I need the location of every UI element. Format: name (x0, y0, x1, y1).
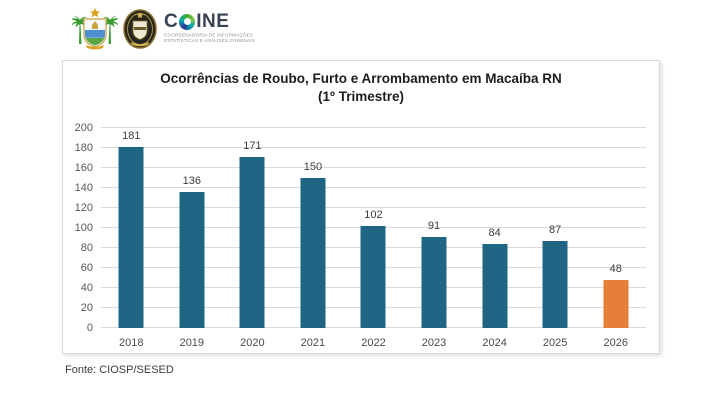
coine-subtitle: COORDENADORIA DE INFORMAÇÕES ESTATÍSTICA… (164, 33, 255, 45)
gridline (101, 127, 646, 128)
y-tick-label: 0 (86, 322, 93, 334)
chart-card: Ocorrências de Roubo, Furto e Arrombamen… (62, 60, 660, 354)
bar-2019 (179, 192, 205, 328)
x-tick-label: 2018 (119, 337, 144, 349)
chart-title-line2: (1º Trimestre) (318, 88, 404, 104)
y-tick-label: 60 (80, 262, 93, 274)
coine-letters-ine: INE (196, 11, 230, 32)
x-tick-label: 2025 (542, 337, 568, 349)
x-tick-label: 2023 (421, 337, 447, 349)
bar-2021 (300, 178, 326, 328)
coine-subtitle-line2: ESTATÍSTICAS E ANÁLISES CRIMINAIS (164, 38, 256, 45)
bar-slot: 181 2018 (101, 128, 162, 349)
coine-logo: C INE COORDENADORIA DE INFORMAÇÕES ESTAT… (164, 12, 263, 46)
y-tick-label: 100 (74, 222, 93, 234)
bar-value-label: 87 (549, 224, 562, 236)
coine-wordmark: C INE (164, 12, 263, 31)
bar-2022 (360, 226, 386, 328)
coine-letter-c: C (164, 11, 179, 32)
x-tick-label: 2026 (603, 337, 628, 349)
bar-2026 (603, 280, 629, 328)
bar-slot: 150 2021 (283, 128, 344, 349)
bar-slot: 102 2022 (343, 128, 404, 349)
bar-value-label: 48 (609, 263, 622, 275)
bar-value-label: 102 (364, 209, 383, 221)
bar-2023 (421, 237, 447, 328)
bar-slot: 87 2025 (525, 128, 586, 349)
y-tick-label: 160 (74, 162, 93, 174)
gridline (101, 187, 646, 188)
source-note: Fonte: CIOSP/SESED (65, 364, 174, 376)
y-tick-label: 80 (80, 242, 93, 254)
bar-2025 (542, 241, 568, 328)
gridline (101, 147, 646, 148)
bar-2018 (118, 147, 144, 328)
bar-slot: 84 2024 (464, 128, 525, 349)
coine-o-icon (179, 13, 196, 30)
header: C INE COORDENADORIA DE INFORMAÇÕES ESTAT… (72, 8, 263, 51)
bar-2024 (482, 244, 508, 328)
y-tick-label: 180 (74, 142, 93, 154)
bar-slot: 171 2020 (222, 128, 283, 349)
y-tick-label: 40 (80, 282, 93, 294)
coine-subtitle-line1: COORDENADORIA DE INFORMAÇÕES (164, 33, 254, 39)
x-tick-label: 2022 (361, 337, 386, 349)
bar-value-label: 91 (427, 220, 441, 232)
bar-value-label: 150 (303, 161, 323, 173)
x-tick-label: 2020 (240, 337, 265, 349)
y-tick-label: 120 (74, 202, 93, 214)
bar-slot: 48 2026 (585, 128, 646, 349)
bar-slot: 91 2023 (404, 128, 465, 349)
bar-value-label: 171 (243, 140, 262, 152)
bar-value-label: 181 (122, 130, 141, 142)
y-tick-label: 140 (74, 182, 93, 194)
bar-value-label: 84 (488, 227, 501, 239)
bar-2020 (239, 157, 265, 328)
gridline (101, 207, 646, 208)
y-tick-label: 20 (80, 302, 93, 314)
plot-area: 0 20 40 60 80 100 120 140 160 180 200 181 2018 136 201… (75, 122, 646, 349)
chart-title-line1: Ocorrências de Roubo, Furto e Arrombamen… (160, 71, 562, 86)
police-emblem-icon (123, 9, 157, 49)
x-tick-label: 2019 (179, 337, 205, 349)
x-tick-label: 2021 (300, 337, 326, 349)
bar-slot: 136 2019 (162, 128, 223, 349)
chart-title: Ocorrências de Roubo, Furto e Arrombamen… (63, 70, 659, 105)
y-tick-label: 200 (74, 122, 93, 134)
rn-coat-of-arms-icon (72, 8, 118, 50)
bar-value-label: 136 (182, 175, 201, 187)
x-tick-label: 2024 (482, 337, 507, 349)
gridline (101, 167, 646, 168)
